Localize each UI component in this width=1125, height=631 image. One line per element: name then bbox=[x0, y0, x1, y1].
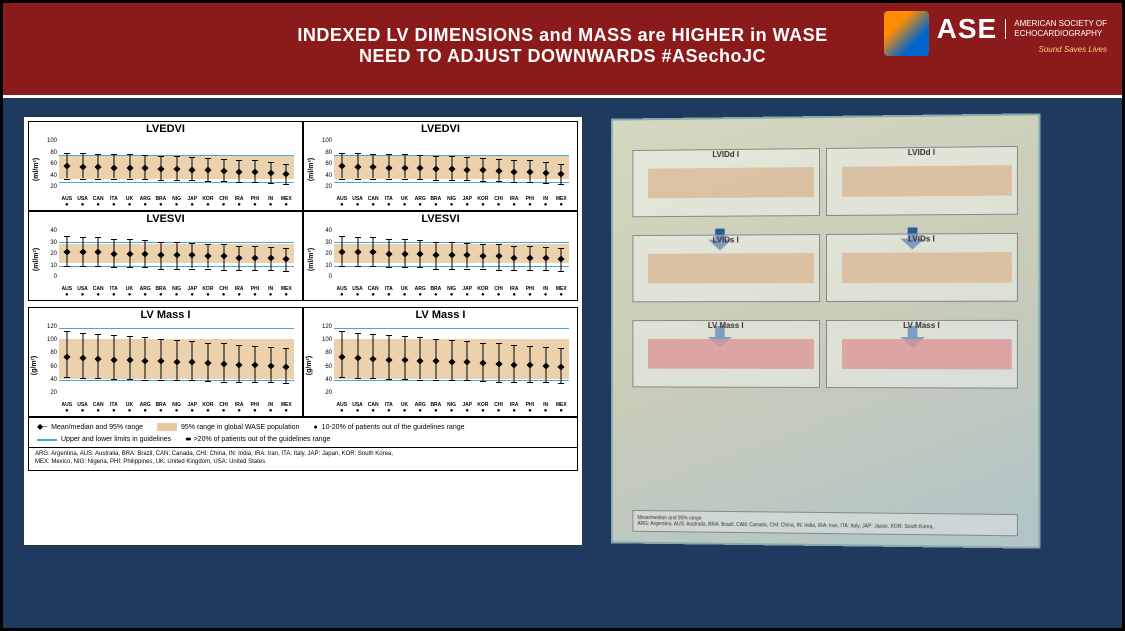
legend-mean: ◆⎯Mean/median and 95% range bbox=[37, 422, 143, 432]
mini-lvids-right: LVIDs I bbox=[826, 233, 1018, 302]
legend-line: Upper and lower limits in guidelines bbox=[37, 436, 171, 443]
x-axis: AUS●USA●CAN●ITA●UK●ARG●BRA●NIG●JAP●KOR●C… bbox=[59, 196, 294, 208]
chart-title: LVESVI bbox=[304, 212, 577, 226]
x-axis: AUS●USA●CAN●ITA●UK●ARG●BRA●NIG●JAP●KOR●C… bbox=[59, 286, 294, 298]
plot-area bbox=[59, 228, 294, 280]
mini-lvmass-right: LV Mass I bbox=[826, 320, 1018, 389]
chart-LVESVI: LVESVI(ml/m²)403020100AUS●USA●CAN●ITA●UK… bbox=[303, 211, 578, 301]
chart-title: LVEDVI bbox=[304, 122, 577, 136]
mini-chart-grid: LVIDd I LVIDd I LVIDs I LVIDs I LV Mass … bbox=[632, 146, 1018, 397]
left-charts-panel: LVEDVI(ml/m²)10080604020AUS●USA●CAN●ITA●… bbox=[23, 116, 583, 546]
mini-lvids-left: LVIDs I bbox=[632, 234, 820, 302]
legend-dot1: ●10-20% of patients out of the guideline… bbox=[313, 422, 464, 432]
plot-area bbox=[59, 324, 294, 396]
y-axis: 12010080604020 bbox=[31, 324, 57, 396]
ase-logo-icon bbox=[884, 11, 929, 56]
ase-logo: ASE AMERICAN SOCIETY OF ECHOCARDIOGRAPHY… bbox=[884, 11, 1107, 56]
header-band: INDEXED LV DIMENSIONS and MASS are HIGHE… bbox=[3, 3, 1122, 98]
slide: INDEXED LV DIMENSIONS and MASS are HIGHE… bbox=[0, 0, 1125, 631]
content-area: LVEDVI(ml/m²)10080604020AUS●USA●CAN●ITA●… bbox=[3, 98, 1122, 564]
guideline-upper bbox=[59, 328, 294, 329]
plot-area bbox=[334, 138, 569, 190]
chart-title: LVESVI bbox=[29, 212, 302, 226]
chart-LVEDVI: LVEDVI(ml/m²)10080604020AUS●USA●CAN●ITA●… bbox=[28, 121, 303, 211]
logo-ase-text: ASE bbox=[937, 13, 998, 45]
plot-area bbox=[334, 228, 569, 280]
plot-area bbox=[334, 324, 569, 396]
y-axis: 12010080604020 bbox=[306, 324, 332, 396]
x-axis: AUS●USA●CAN●ITA●UK●ARG●BRA●NIG●JAP●KOR●C… bbox=[334, 402, 569, 414]
footnote: ARG: Argentina, AUS: Australia, BRA: Bra… bbox=[28, 448, 578, 471]
legend-dot2: ●●>20% of patients out of the guidelines… bbox=[185, 436, 330, 443]
x-axis: AUS●USA●CAN●ITA●UK●ARG●BRA●NIG●JAP●KOR●C… bbox=[59, 402, 294, 414]
y-axis: 10080604020 bbox=[31, 138, 57, 190]
legend-shade: 95% range in global WASE population bbox=[157, 422, 299, 432]
y-axis: 403020100 bbox=[306, 228, 332, 280]
right-photo-panel: LVIDd I LVIDd I LVIDs I LVIDs I LV Mass … bbox=[608, 116, 1102, 546]
y-axis: 403020100 bbox=[31, 228, 57, 280]
legend: ◆⎯Mean/median and 95% range 95% range in… bbox=[28, 417, 578, 448]
chart-title: LV Mass I bbox=[304, 308, 577, 322]
x-axis: AUS●USA●CAN●ITA●UK●ARG●BRA●NIG●JAP●KOR●C… bbox=[334, 286, 569, 298]
chart-title: LV Mass I bbox=[29, 308, 302, 322]
logo-subtitle: AMERICAN SOCIETY OF ECHOCARDIOGRAPHY bbox=[1005, 19, 1107, 38]
chart-title: LVEDVI bbox=[29, 122, 302, 136]
chart-LVESVI: LVESVI(ml/m²)403020100AUS●USA●CAN●ITA●UK… bbox=[28, 211, 303, 301]
guideline-upper bbox=[334, 328, 569, 329]
plot-area bbox=[59, 138, 294, 190]
y-axis: 10080604020 bbox=[306, 138, 332, 190]
mini-footnote: Mean/median and 95% range ARG: Argentina… bbox=[632, 510, 1018, 536]
mini-lvidd-left: LVIDd I bbox=[632, 148, 820, 217]
guideline-lower bbox=[334, 182, 569, 183]
logo-tagline: Sound Saves Lives bbox=[937, 45, 1107, 54]
projected-slide-photo: LVIDd I LVIDd I LVIDs I LVIDs I LV Mass … bbox=[611, 113, 1040, 548]
chart-LV Mass I: LV Mass I(g/m²)12010080604020AUS●USA●CAN… bbox=[303, 307, 578, 417]
guideline-lower bbox=[59, 182, 294, 183]
mini-lvidd-right: LVIDd I bbox=[826, 146, 1018, 216]
mini-lvmass-left: LV Mass I bbox=[632, 320, 820, 388]
x-axis: AUS●USA●CAN●ITA●UK●ARG●BRA●NIG●JAP●KOR●C… bbox=[334, 196, 569, 208]
logo-text: ASE AMERICAN SOCIETY OF ECHOCARDIOGRAPHY… bbox=[937, 13, 1107, 54]
chart-LVEDVI: LVEDVI(ml/m²)10080604020AUS●USA●CAN●ITA●… bbox=[303, 121, 578, 211]
chart-LV Mass I: LV Mass I(g/m²)12010080604020AUS●USA●CAN… bbox=[28, 307, 303, 417]
